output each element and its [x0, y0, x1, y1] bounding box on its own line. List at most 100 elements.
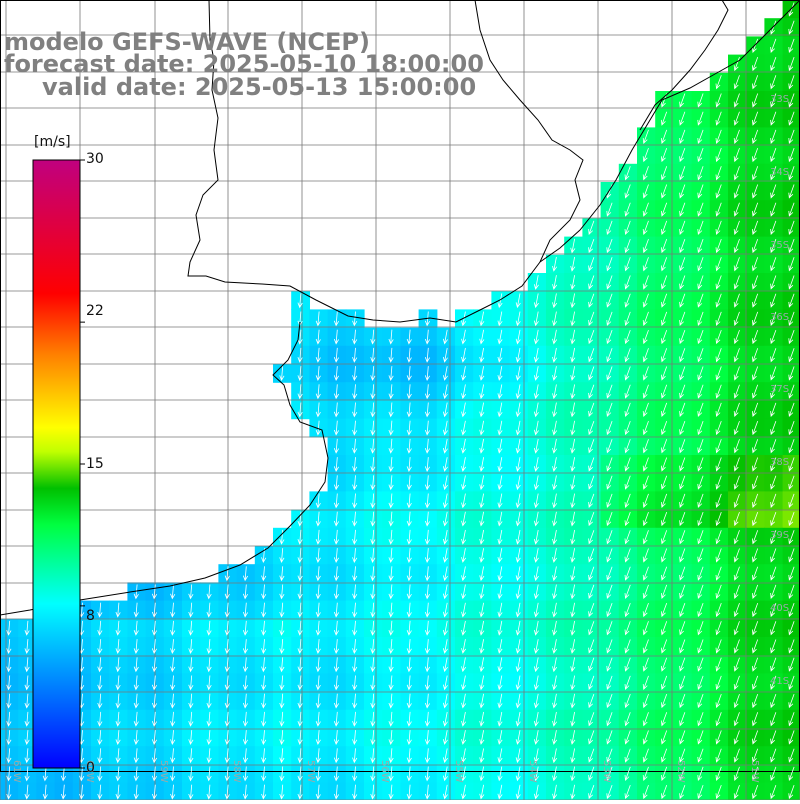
wind-arrow	[752, 602, 759, 618]
wind-arrow	[370, 457, 376, 473]
wind-arrow	[224, 566, 230, 582]
wind-arrow	[406, 748, 412, 764]
wind-arrow	[370, 402, 376, 418]
wind-arrow	[515, 639, 521, 654]
wind-arrow	[352, 639, 358, 655]
wind-arrow	[115, 730, 121, 746]
wind-arrow	[533, 275, 539, 290]
valid-date: valid date: 2025-05-13 15:00:00	[42, 73, 477, 101]
wind-arrow	[333, 784, 340, 800]
wind-arrow	[588, 675, 595, 690]
wind-arrow	[606, 766, 613, 781]
wind-arrow	[661, 730, 668, 745]
wind-arrow	[642, 584, 649, 599]
wind-arrow	[752, 111, 759, 126]
wind-arrow	[770, 584, 777, 599]
wind-arrow	[515, 529, 521, 545]
wind-arrow	[333, 566, 340, 582]
wind-arrow	[606, 530, 613, 545]
wind-arrow	[679, 220, 686, 235]
wind-arrow	[442, 475, 448, 491]
wind-arrow	[97, 693, 103, 709]
wind-arrow	[533, 602, 539, 618]
wind-arrow	[642, 748, 649, 763]
wind-arrow	[642, 493, 649, 508]
wind-arrow	[97, 675, 103, 691]
wind-arrow	[533, 730, 539, 745]
wind-arrow	[533, 438, 539, 454]
wind-arrow	[770, 93, 777, 108]
wind-arrow	[752, 329, 759, 345]
wind-arrow	[406, 766, 412, 782]
wind-arrow	[697, 693, 704, 709]
wind-arrow	[6, 784, 12, 800]
wind-arrow	[588, 275, 595, 290]
wind-arrow	[570, 657, 576, 673]
wind-arrow	[97, 711, 103, 727]
latitude-label: 39S	[770, 530, 789, 541]
uruguay-brazil-coastline	[539, 0, 800, 263]
wind-arrow	[788, 20, 795, 35]
wind-arrow	[151, 784, 158, 800]
wind-arrow	[679, 657, 686, 672]
wind-arrow	[479, 311, 485, 327]
wind-arrow	[552, 711, 558, 727]
wind-arrow	[442, 420, 448, 436]
wind-arrow	[770, 457, 777, 472]
wind-arrow	[461, 548, 467, 563]
colorbar-ticks	[80, 159, 85, 769]
wind-arrow	[624, 293, 631, 308]
wind-arrow	[642, 275, 649, 290]
wind-arrow	[533, 584, 539, 600]
wind-arrow	[352, 457, 358, 473]
wind-arrow	[497, 711, 503, 727]
wind-arrow	[533, 402, 539, 418]
wind-arrow	[224, 639, 230, 655]
wind-arrow	[206, 784, 212, 800]
wind-arrow	[570, 602, 576, 618]
wind-arrow	[733, 166, 740, 181]
wind-arrow	[515, 475, 521, 491]
wind-arrow	[333, 766, 340, 782]
wind-arrow	[661, 147, 668, 163]
wind-arrow	[715, 693, 722, 709]
wind-arrow	[588, 293, 595, 308]
wind-arrow	[97, 639, 103, 655]
wind-arrow	[788, 584, 795, 599]
latitude-label: 34S	[770, 167, 789, 178]
wind-arrow	[533, 475, 539, 491]
wind-arrow	[715, 366, 722, 381]
wind-arrow	[515, 366, 521, 381]
wind-arrow	[715, 748, 722, 763]
wind-arrow	[770, 766, 777, 781]
wind-arrow	[552, 529, 558, 545]
wind-arrow	[679, 329, 686, 345]
wind-arrow	[588, 730, 595, 745]
wind-arrow	[661, 366, 668, 381]
wind-arrow	[188, 766, 194, 782]
wind-arrow	[679, 147, 686, 163]
wind-arrow	[770, 693, 777, 709]
wind-arrow	[442, 748, 448, 764]
wind-arrow	[242, 566, 249, 582]
wind-arrow	[624, 439, 631, 454]
wind-arrow	[388, 657, 394, 673]
wind-arrow	[6, 675, 12, 691]
wind-arrow	[497, 602, 503, 618]
wind-arrow	[770, 202, 777, 217]
wind-arrow	[97, 730, 103, 746]
wind-arrow	[461, 748, 467, 764]
wind-arrow	[115, 620, 121, 636]
wind-arrow	[188, 693, 194, 709]
wind-arrow	[479, 347, 485, 363]
wind-arrow	[588, 766, 595, 781]
wind-arrow	[315, 657, 321, 673]
wind-arrow	[497, 529, 503, 545]
wind-arrow	[624, 548, 631, 563]
wind-arrow	[570, 529, 576, 545]
wind-arrow	[406, 693, 412, 709]
wind-arrow	[461, 711, 467, 727]
wind-arrow	[424, 347, 431, 363]
wind-arrow	[642, 784, 649, 800]
wind-arrow	[697, 366, 704, 381]
